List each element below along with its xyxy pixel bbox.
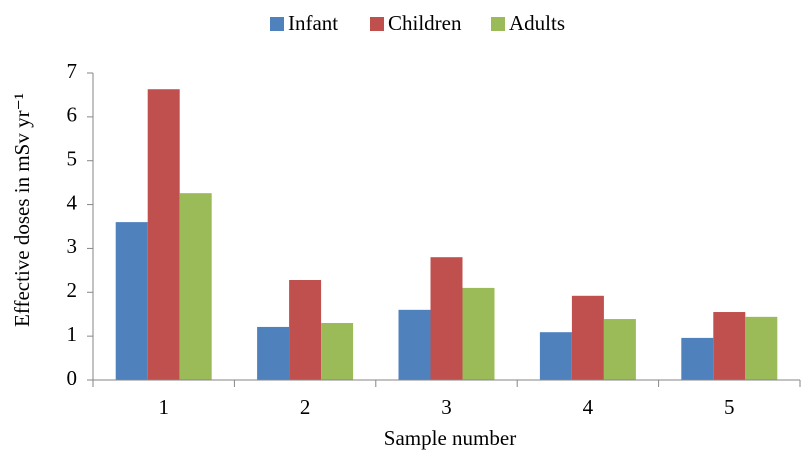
legend-swatch (491, 17, 505, 31)
y-tick-label: 1 (67, 322, 78, 346)
bar (571, 295, 604, 380)
bar (603, 319, 636, 380)
bar (539, 332, 572, 380)
legend-label: Infant (288, 11, 338, 35)
legend-label: Children (388, 11, 462, 35)
y-axis-label: Effective doses in mSv yr⁻¹ (10, 93, 34, 327)
legend-label: Adults (509, 11, 565, 35)
bar (147, 89, 180, 380)
x-tick-label: 1 (158, 395, 169, 419)
bar (289, 280, 322, 380)
legend-swatch (270, 17, 284, 31)
bar (713, 312, 746, 380)
bar (430, 257, 463, 380)
bar (745, 316, 778, 380)
y-tick-label: 7 (67, 59, 78, 83)
bar (257, 326, 290, 380)
y-tick-label: 5 (67, 147, 78, 171)
x-tick-label: 2 (300, 395, 311, 419)
bar (681, 337, 714, 380)
x-tick-label: 5 (724, 395, 735, 419)
bar (398, 309, 431, 380)
y-tick-label: 3 (67, 234, 78, 258)
x-axis-label: Sample number (384, 426, 516, 450)
legend-swatch (370, 17, 384, 31)
y-tick-label: 6 (67, 103, 78, 127)
bar (179, 193, 212, 380)
bar (115, 222, 148, 380)
y-tick-label: 4 (67, 190, 78, 214)
bar (321, 322, 354, 380)
bar (462, 287, 495, 380)
y-tick-label: 0 (67, 366, 78, 390)
x-tick-label: 4 (583, 395, 594, 419)
x-tick-label: 3 (441, 395, 452, 419)
y-tick-label: 2 (67, 278, 78, 302)
